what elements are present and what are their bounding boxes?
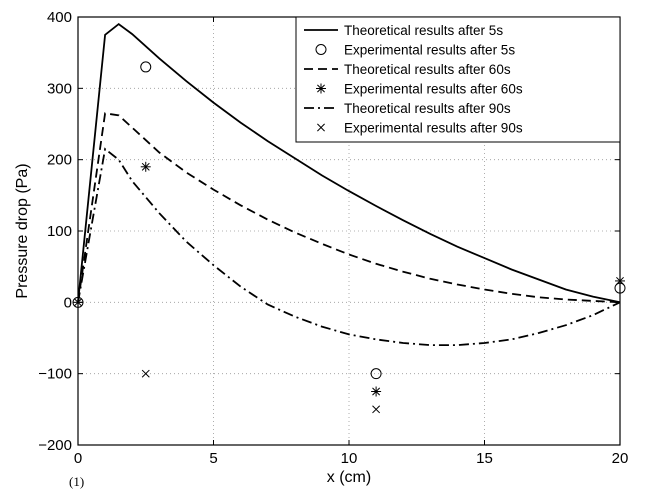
x-tick-label: 5 [209,450,217,467]
legend-entry-label: Experimental results after 90s [344,121,523,136]
y-tick-label: 400 [47,9,72,26]
y-tick-label: 200 [47,152,72,169]
y-tick-label: 100 [47,223,72,240]
legend-entry-label: Theoretical results after 60s [344,62,511,77]
legend-entry-label: Experimental results after 60s [344,82,523,97]
x-tick-label: 10 [341,450,358,467]
x-tick-label: 15 [476,450,493,467]
data-point-asterisk [141,162,151,172]
x-tick-label: 0 [74,450,82,467]
legend-entry-label: Experimental results after 5s [344,43,515,58]
panel-label: (1) [69,474,84,489]
y-tick-label: 0 [64,294,72,311]
y-tick-label: −200 [38,437,72,454]
legend-swatch-marker [316,84,326,94]
x-tick-label: 20 [612,450,629,467]
legend: Theoretical results after 5s Experimental… [296,17,620,142]
x-axis-label: x (cm) [327,469,371,486]
y-tick-label: −100 [38,366,72,383]
legend-entry-label: Theoretical results after 90s [344,101,511,116]
legend-entry-label: Theoretical results after 5s [344,23,503,38]
y-axis-label: Pressure drop (Pa) [14,163,31,298]
data-point-asterisk [371,387,381,397]
y-tick-label: 300 [47,80,72,97]
